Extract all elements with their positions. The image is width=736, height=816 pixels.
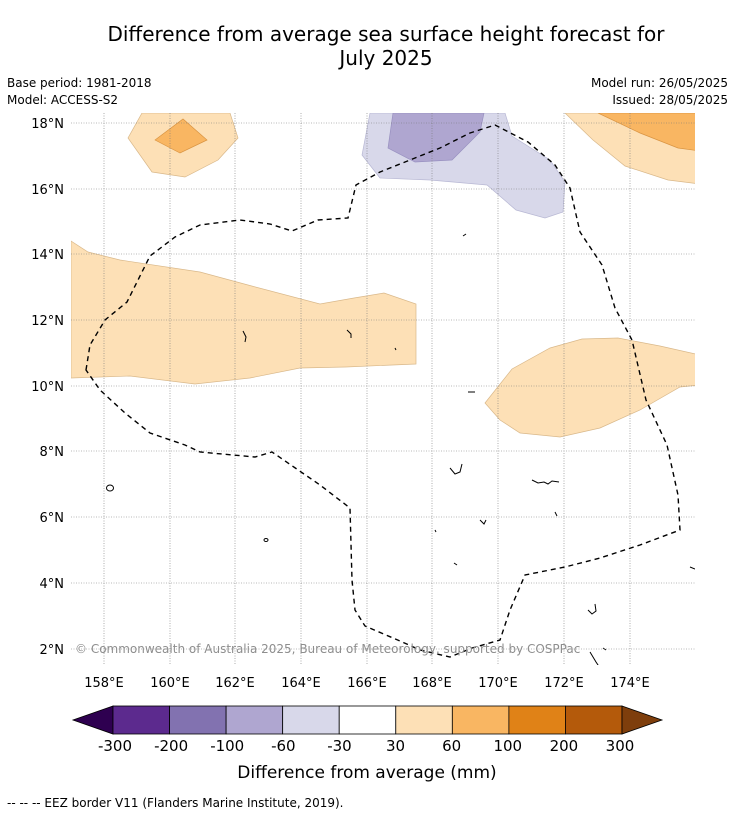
graticule (71, 113, 695, 665)
lon-tick-label: 170°E (478, 676, 518, 691)
lon-tick-label: 162°E (215, 676, 255, 691)
lon-tick-label: 168°E (412, 676, 452, 691)
anomaly-layer (71, 113, 695, 665)
map-title-line1: Difference from average sea surface heig… (107, 22, 665, 46)
colorbar-segment (508, 705, 566, 735)
colorbar-label: Difference from average (mm) (237, 763, 496, 783)
lat-tick-label: 16°N (31, 183, 64, 198)
colorbar-segment (395, 705, 453, 735)
colorbar-tick-label: -100 (210, 737, 244, 755)
colorbar-tick-label: 200 (550, 737, 579, 755)
metadata-right: Model run: 26/05/2025 Issued: 28/05/2025 (591, 75, 728, 109)
colorbar-extend-low (71, 705, 114, 735)
lat-tick-label: 6°N (40, 511, 65, 526)
anomaly-60-100-top-left (154, 118, 208, 154)
colorbar-segment (565, 705, 623, 735)
lon-tick-label: 166°E (347, 676, 387, 691)
lat-tick-label: 2°N (40, 643, 65, 658)
colorbar-segment (112, 705, 170, 735)
colorbar-tick-label: 100 (493, 737, 522, 755)
colorbar-tick-label: -60 (271, 737, 296, 755)
anomaly-60-100-top-right (597, 113, 695, 151)
base-period-text: Base period: 1981-2018 (7, 76, 152, 90)
copyright-text: © Commonwealth of Australia 2025, Bureau… (75, 642, 580, 656)
colorbar: -300 -200 -100 -60 -30 30 60 100 200 300 (71, 705, 664, 755)
colorbar-tick-label: 60 (442, 737, 461, 755)
colorbar-tick-label: -200 (154, 737, 188, 755)
map-title: Difference from average sea surface heig… (0, 22, 736, 70)
model-run-text: Model run: 26/05/2025 (590, 76, 728, 90)
model-text: Model: ACCESS-S2 (7, 93, 119, 107)
eez-border-line (85, 124, 681, 658)
anomaly-30-60-right-band (484, 337, 695, 438)
colorbar-segment (169, 705, 227, 735)
eez-border (85, 124, 681, 658)
lat-tick-label: 8°N (40, 445, 65, 460)
longitude-labels: 158°E 160°E 162°E 164°E 166°E 168°E 170°E 172°E… (84, 676, 650, 691)
lat-tick-label: 10°N (31, 380, 64, 395)
lat-tick-label: 4°N (40, 577, 65, 592)
map-title-line2: July 2025 (339, 46, 433, 70)
colorbar-segment (225, 705, 284, 735)
colorbar-tick-label: -300 (98, 737, 132, 755)
colorbar-tick-label: 300 (606, 737, 635, 755)
colorbar-tick-label: -30 (327, 737, 352, 755)
eez-footnote: -- -- -- EEZ border V11 (Flanders Marine… (7, 796, 344, 810)
colorbar-segment (282, 705, 340, 735)
lat-tick-label: 18°N (31, 117, 64, 132)
anomaly-neg-60-100-top (387, 113, 485, 163)
lat-tick-label: 12°N (31, 314, 64, 329)
metadata-left: Base period: 1981-2018 Model: ACCESS-S2 (7, 75, 152, 109)
lat-tick-label: 14°N (31, 248, 64, 263)
lon-tick-label: 172°E (544, 676, 584, 691)
colorbar-extend-high (621, 705, 664, 735)
lon-tick-label: 160°E (150, 676, 190, 691)
colorbar-segment (338, 705, 397, 735)
anomaly-30-60-left-band (71, 240, 417, 385)
issued-text: Issued: 28/05/2025 (612, 93, 728, 107)
lon-tick-label: 158°E (84, 676, 124, 691)
colorbar-tick-label: 30 (386, 737, 405, 755)
lon-tick-label: 174°E (610, 676, 650, 691)
colorbar-segment (451, 705, 510, 735)
lon-tick-label: 164°E (281, 676, 321, 691)
latitude-labels: 18°N 16°N 14°N 12°N 10°N 8°N 6°N 4°N 2°N (31, 117, 64, 658)
